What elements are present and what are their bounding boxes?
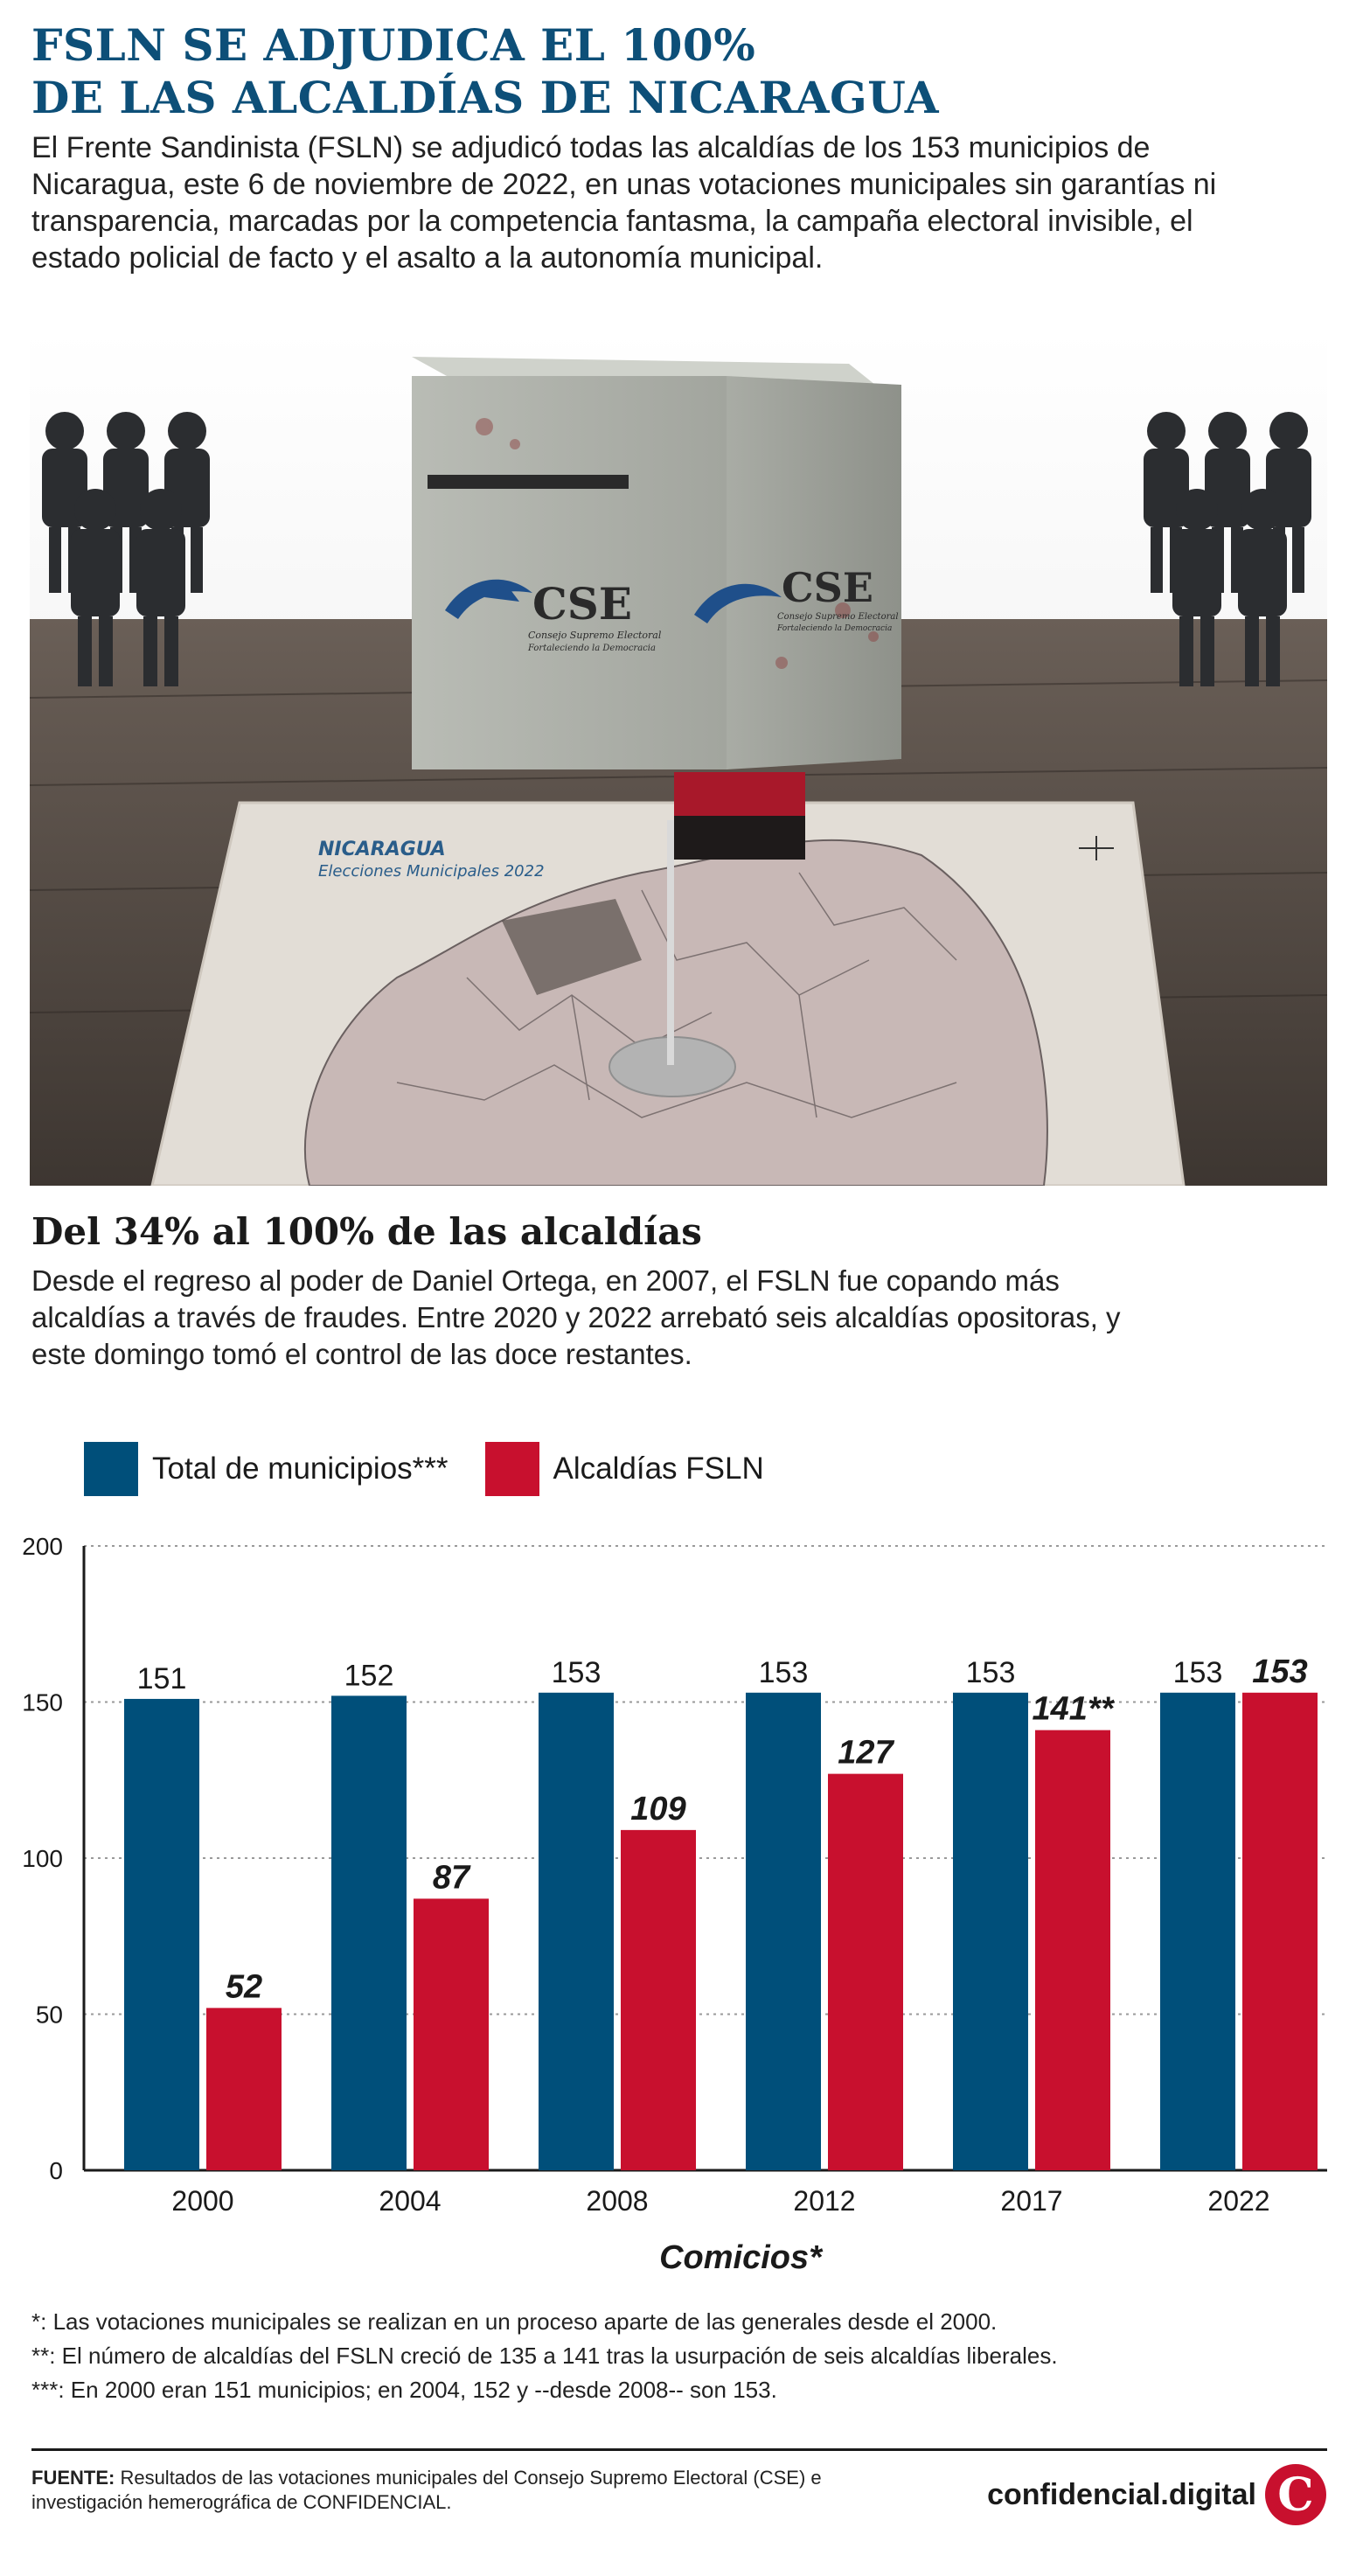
bar-total-municipios: [1160, 1692, 1235, 2170]
brand-name: confidencial.digital: [987, 2477, 1256, 2511]
ballot-box-illustration: NICARAGUA Elecciones Municipales 2022 CS…: [30, 331, 1327, 1186]
cse-logo-side: CSE Consejo Supremo Electoral Fortalecie…: [694, 564, 899, 633]
bar-alcaldias-fsln: [1035, 1730, 1110, 2170]
section-text: Desde el regreso al poder de Daniel Orte…: [31, 1264, 1121, 1370]
footnote-2: **: El número de alcaldías del FSLN crec…: [31, 2343, 1058, 2369]
cse-logo-text: CSE: [532, 578, 632, 630]
chart-legend: Total de municipios*** Alcaldías FSLN: [84, 1441, 801, 1497]
cse-logo-front: CSE Consejo Supremo Electoral Fortalecie…: [445, 578, 662, 653]
data-label-total: 153: [552, 1656, 602, 1689]
source-text: Resultados de las votaciones municipales…: [31, 2467, 822, 2513]
bar-alcaldias-fsln: [206, 2008, 282, 2170]
riot-police-right: [1144, 412, 1311, 686]
data-label-total: 151: [137, 1662, 187, 1695]
footer-divider: [31, 2448, 1327, 2451]
bar-total-municipios: [124, 1698, 199, 2170]
footnote-3: ***: En 2000 eran 151 municipios; en 200…: [31, 2377, 777, 2403]
legend-label-fsln: Alcaldías FSLN: [553, 1452, 764, 1486]
nicaragua-map-shape: [303, 839, 1048, 1186]
data-label-fsln: 153: [1252, 1654, 1307, 1690]
brand: confidencial.digital C: [987, 2464, 1326, 2525]
bar-alcaldias-fsln: [828, 1773, 903, 2170]
x-tick-label: 2008: [586, 2185, 648, 2217]
x-tick-label: 2017: [1000, 2185, 1062, 2217]
ballot-box-front: [412, 376, 727, 769]
title-line-1: FSLN SE ADJUDICA EL 100%: [31, 19, 756, 71]
x-tick-label: 2000: [171, 2185, 233, 2217]
x-tick-label: 2012: [793, 2185, 855, 2217]
data-label-total: 152: [344, 1659, 394, 1692]
ballot-slot: [428, 475, 629, 489]
flag-shadow: [502, 899, 642, 995]
fsln-flag-red: [674, 772, 805, 816]
data-label-fsln: 141**: [1033, 1691, 1116, 1728]
map-heading: NICARAGUA: [318, 839, 446, 860]
bar-chart: 0 50 100 150 200 151 52 2000 152 87 2004 153 109 2008…: [22, 1533, 1327, 2276]
y-tick-label: 50: [36, 2002, 63, 2029]
bar-total-municipios: [539, 1692, 614, 2170]
cse-side-logo-motto: Fortaleciendo la Democracia: [776, 624, 892, 633]
cse-side-logo-subtitle: Consejo Supremo Electoral: [777, 612, 899, 622]
data-label-fsln: 109: [630, 1791, 685, 1828]
legend-swatch-fsln: [484, 1442, 539, 1496]
legend-swatch-total: [84, 1442, 138, 1496]
bar-alcaldias-fsln: [621, 1829, 696, 2170]
footnote-1: *: Las votaciones municipales se realiza…: [31, 2308, 998, 2335]
source-note: FUENTE: Resultados de las votaciones mun…: [31, 2466, 906, 2515]
data-label-fsln: 127: [838, 1735, 894, 1772]
legend-label-total: Total de municipios***: [152, 1452, 449, 1486]
x-tick-label: 2022: [1207, 2185, 1269, 2217]
compass-rose-icon: [1079, 836, 1114, 860]
cse-side-logo-text: CSE: [782, 564, 873, 611]
flag-pole: [667, 820, 674, 1065]
intro-paragraph: El Frente Sandinista (FSLN) se adjudicó …: [31, 131, 1217, 275]
data-label-total: 153: [966, 1656, 1016, 1689]
bar-total-municipios: [746, 1692, 821, 2170]
bar-total-municipios: [953, 1692, 1028, 2170]
y-tick-label: 100: [22, 1845, 63, 1872]
title-line-2: DE LAS ALCALDÍAS DE NICARAGUA: [31, 72, 940, 123]
data-label-total: 153: [759, 1656, 809, 1689]
footnotes: *: Las votaciones municipales se realiza…: [31, 2305, 1325, 2407]
ballot-box-side: [727, 376, 901, 769]
riot-police-left: [42, 412, 210, 686]
illustration-svg: NICARAGUA Elecciones Municipales 2022 CS…: [30, 331, 1327, 1186]
y-tick-label: 0: [49, 2157, 63, 2184]
infographic-title: FSLN SE ADJUDICA EL 100% DE LAS ALCALDÍA…: [31, 19, 1325, 124]
brand-logo-icon: C: [1265, 2464, 1326, 2525]
y-tick-label: 150: [22, 1689, 63, 1716]
cse-logo-motto: Fortaleciendo la Democracia: [527, 644, 656, 653]
source-label: FUENTE:: [31, 2467, 115, 2489]
bar-alcaldias-fsln: [414, 1898, 489, 2170]
y-tick-label: 200: [22, 1533, 63, 1560]
map-subheading: Elecciones Municipales 2022: [318, 862, 545, 881]
bar-total-municipios: [331, 1695, 407, 2170]
x-tick-label: 2004: [379, 2185, 441, 2217]
data-label-fsln: 87: [433, 1859, 471, 1896]
bar-alcaldias-fsln: [1242, 1692, 1318, 2170]
data-label-total: 153: [1173, 1656, 1223, 1689]
section-title: Del 34% al 100% de las alcaldías: [31, 1210, 702, 1253]
fsln-flag-black: [674, 816, 805, 860]
x-axis-label: Comicios*: [659, 2239, 824, 2276]
cse-logo-subtitle: Consejo Supremo Electoral: [528, 630, 662, 641]
data-label-fsln: 52: [226, 1968, 262, 2005]
